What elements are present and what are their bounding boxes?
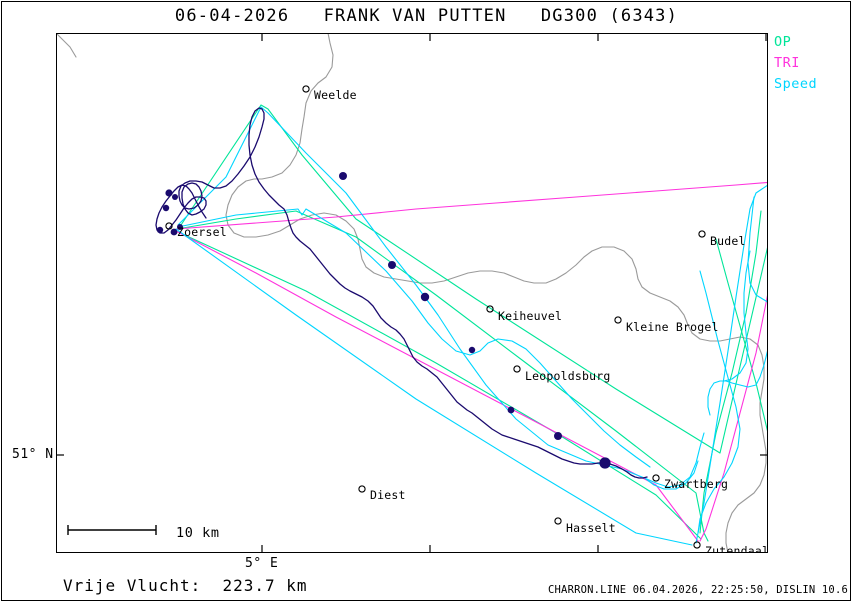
airfield-marker-hasselt[interactable] [554, 517, 562, 525]
legend-item-tri: TRI [774, 55, 800, 71]
legend: OP TRI Speed [774, 32, 817, 95]
airfield-marker-kleine-brogel[interactable] [614, 316, 622, 324]
airfield-marker-weelde[interactable] [302, 85, 310, 93]
airfield-marker-keiheuvel[interactable] [486, 305, 494, 313]
op-route-layer [175, 104, 768, 542]
airfield-label-diest: Diest [370, 488, 406, 502]
track-marker-layer [156, 172, 611, 469]
flight-track-0 [155, 107, 648, 479]
speed-leg-1 [177, 208, 651, 468]
map-svg: Weelde Zoersel Budel Keiheuvel Kleine Brogel… [56, 33, 768, 553]
track-marker-9 [468, 346, 476, 354]
airfield-marker-zutendaal[interactable] [693, 541, 701, 549]
airfield-marker-leopoldsburg[interactable] [513, 365, 521, 373]
airfield-label-kleine-brogel: Kleine Brogel [626, 320, 719, 334]
track-marker-12 [599, 457, 611, 469]
axis-ticks [56, 33, 768, 553]
flight-track-layer [155, 107, 648, 479]
speed-leg-0 [177, 106, 705, 488]
page-title: 06-04-2026 FRANK VAN PUTTEN DG300 (6343) [174, 6, 679, 26]
op-leg-0 [178, 104, 768, 454]
airfield-marker-zoersel[interactable] [165, 222, 173, 230]
speed-route-layer [175, 106, 768, 546]
track-marker-11 [554, 432, 562, 440]
track-marker-3 [156, 226, 164, 234]
render-credit: CHARRON.LINE 06.04.2026, 22:25:50, DISLI… [548, 584, 848, 596]
tri-leg-0 [175, 181, 768, 230]
speed-leg-5 [723, 250, 751, 382]
airfield-label-leopoldsburg: Leopoldsburg [525, 369, 610, 383]
speed-leg-4 [707, 196, 768, 416]
op-leg-3 [699, 210, 762, 534]
op-leg-1 [176, 210, 709, 542]
longitude-axis-label: 5° E [245, 556, 279, 571]
airfield-label-hasselt: Hasselt [566, 521, 616, 535]
track-marker-2 [172, 194, 178, 200]
track-marker-5 [177, 224, 183, 230]
track-marker-1 [162, 204, 170, 212]
speed-leg-6 [697, 270, 741, 534]
track-marker-10 [507, 406, 515, 414]
speed-leg-2 [175, 228, 693, 546]
map-canvas[interactable]: Weelde Zoersel Budel Keiheuvel Kleine Brogel… [56, 33, 768, 553]
border-line-1 [56, 33, 77, 58]
track-marker-0 [165, 189, 173, 197]
airfield-marker-zwartberg[interactable] [652, 474, 660, 482]
track-marker-4 [170, 228, 178, 236]
airfield-label-zoersel: Zoersel [177, 225, 227, 239]
tri-leg-1 [175, 230, 699, 542]
flight-summary: Vrije Vlucht: 223.7 km [63, 576, 308, 595]
op-leg-2 [175, 230, 702, 540]
legend-item-op: OP [774, 34, 792, 50]
latitude-axis-label: 51° N [12, 447, 54, 462]
speed-leg-7 [645, 460, 699, 490]
tri-leg-2 [699, 289, 768, 542]
airfield-marker-diest[interactable] [358, 485, 366, 493]
track-marker-6 [339, 172, 347, 180]
country-border-layer [56, 33, 767, 553]
border-line-0 [225, 33, 767, 553]
legend-item-speed: Speed [774, 76, 818, 92]
airfield-label-weelde: Weelde [314, 88, 357, 102]
airfield-label-zutendaal: Zutendaal [705, 544, 768, 553]
op-leg-4 [715, 238, 768, 436]
airfield-label-budel: Budel [710, 234, 746, 248]
airfield-label-keiheuvel: Keiheuvel [498, 309, 562, 323]
scale-bar [67, 525, 157, 535]
airfield-marker-budel[interactable] [698, 230, 706, 238]
speed-leg-3 [695, 184, 768, 544]
airfield-label-zwartberg: Zwartberg [664, 477, 728, 491]
track-marker-8 [420, 292, 430, 302]
track-marker-7 [388, 261, 396, 269]
place-label-layer: Weelde Zoersel Budel Keiheuvel Kleine Brogel… [165, 85, 768, 553]
scale-bar-label: 10 km [176, 525, 220, 541]
